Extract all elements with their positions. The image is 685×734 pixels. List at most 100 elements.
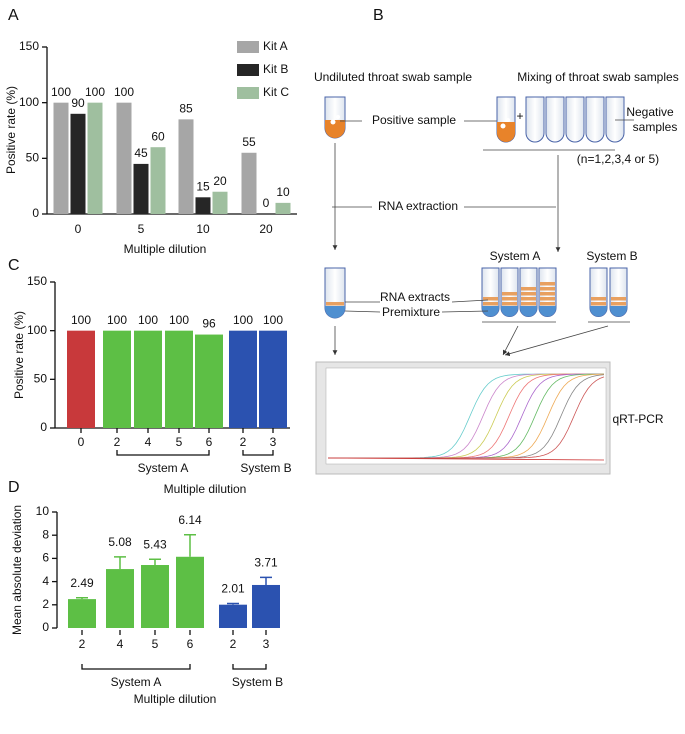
group-bracket: [116, 450, 210, 456]
extract: [591, 302, 606, 306]
bar: [229, 330, 257, 428]
group-label: System A: [138, 461, 189, 475]
extract: [502, 302, 517, 306]
y-tick-label: 0: [42, 620, 49, 634]
value-label: 0: [263, 196, 270, 210]
bar: [195, 334, 223, 428]
bar: [103, 330, 131, 428]
bubble: [506, 118, 510, 122]
extract: [540, 287, 555, 291]
value-label: 100: [51, 85, 71, 99]
panel-label: A: [8, 7, 19, 24]
error-bar: [76, 596, 88, 600]
value-label: 100: [263, 313, 283, 327]
y-tick-label: 50: [34, 372, 48, 386]
bar: [165, 330, 193, 428]
extract: [521, 297, 536, 301]
extract: [611, 302, 626, 306]
premix: [610, 306, 627, 317]
bar: [133, 163, 149, 214]
y-axis-label: Mean absolute deviation: [10, 505, 24, 635]
y-tick-label: 100: [27, 323, 47, 337]
value-label: 96: [202, 317, 216, 331]
premix: [325, 306, 345, 318]
value-label: 10: [276, 185, 290, 199]
group-label: System A: [111, 675, 162, 689]
value-label: 100: [138, 313, 158, 327]
value-label: 5.43: [143, 537, 167, 551]
label: RNA extraction: [378, 199, 458, 213]
legend-label: Kit A: [263, 39, 288, 53]
bar: [106, 569, 134, 628]
legend-swatch: [237, 64, 259, 76]
bar: [87, 102, 103, 214]
x-tick-label: 4: [117, 637, 124, 651]
legend-swatch: [237, 87, 259, 99]
label: (n=1,2,3,4 or 5): [577, 152, 659, 166]
bar: [116, 102, 132, 214]
extract: [540, 282, 555, 286]
value-label: 2.01: [221, 582, 245, 596]
extract: [591, 297, 606, 301]
label: samples: [633, 120, 678, 134]
value-label: 45: [134, 146, 148, 160]
x-tick-label: 0: [78, 435, 85, 449]
bar: [176, 556, 204, 628]
extract: [540, 302, 555, 306]
bar: [241, 152, 257, 214]
bar: [252, 584, 280, 628]
legend-label: Kit B: [263, 62, 288, 76]
tube: [605, 96, 625, 143]
value-label: 20: [213, 174, 227, 188]
value-label: 100: [169, 313, 189, 327]
x-tick-label: 5: [152, 637, 159, 651]
x-tick-label: 2: [79, 637, 86, 651]
diagram-b: B Undiluted throat swab sample Mixing of…: [314, 7, 679, 475]
value-label: 2.49: [70, 576, 94, 590]
extract: [483, 302, 498, 306]
value-label: 6.14: [178, 513, 202, 527]
value-label: 100: [71, 313, 91, 327]
x-tick-label: 3: [263, 637, 270, 651]
x-axis-label: Multiple dilution: [124, 242, 207, 256]
y-tick-label: 50: [26, 151, 40, 165]
bar: [141, 565, 169, 628]
value-label: 90: [71, 96, 85, 110]
premix: [501, 306, 518, 317]
x-tick-label: 10: [196, 222, 210, 236]
y-tick-label: 2: [42, 597, 49, 611]
label: Premixture: [382, 305, 440, 319]
panel-label: D: [8, 479, 20, 496]
tube: [565, 96, 585, 143]
sample: [325, 120, 345, 138]
y-tick-label: 6: [42, 551, 49, 565]
panel-label: B: [373, 7, 384, 24]
premix: [482, 306, 499, 317]
extract: [502, 297, 517, 301]
premix: [590, 306, 607, 317]
value-label: 100: [107, 313, 127, 327]
bar: [219, 604, 247, 628]
value-label: 100: [114, 85, 134, 99]
bar: [67, 330, 95, 428]
error-bar: [114, 556, 126, 570]
x-tick-label: 0: [75, 222, 82, 236]
bar: [150, 147, 166, 214]
group-bracket: [81, 664, 191, 670]
legend-label: Kit C: [263, 85, 289, 99]
x-tick-label: 5: [176, 435, 183, 449]
label: System A: [490, 249, 541, 263]
extract: [483, 297, 498, 301]
x-tick-label: 2: [240, 435, 247, 449]
panel-label: C: [8, 257, 20, 274]
value-label: 55: [242, 135, 256, 149]
extract: [502, 292, 517, 296]
error-bar: [184, 533, 196, 557]
left-title: Undiluted throat swab sample: [314, 70, 472, 84]
bubble: [500, 123, 506, 129]
value-label: 85: [179, 102, 193, 116]
x-axis-label: Multiple dilution: [164, 482, 247, 496]
extract: [611, 297, 626, 301]
extract: [521, 302, 536, 306]
bar: [53, 102, 69, 214]
